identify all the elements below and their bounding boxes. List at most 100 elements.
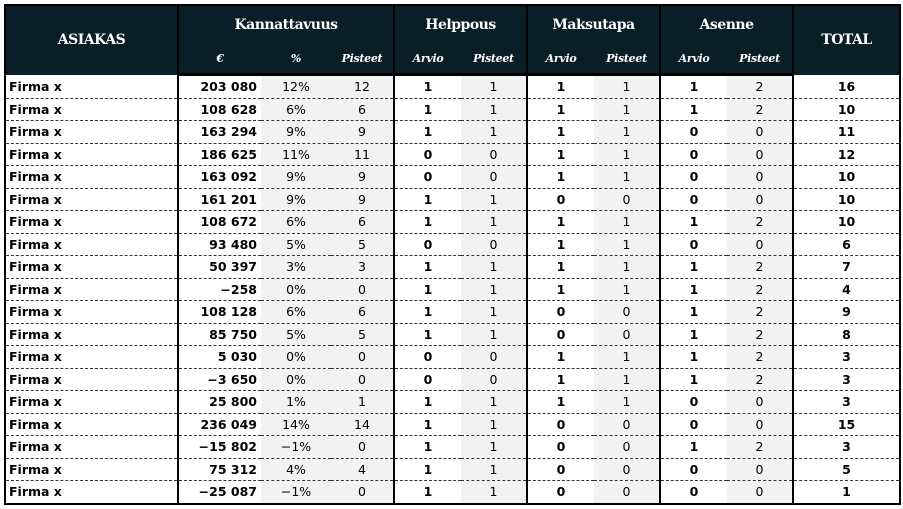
payment-points-cell: 1 xyxy=(594,345,662,369)
ease-rating-cell: 1 xyxy=(394,300,461,324)
profit-points-cell: 4 xyxy=(331,458,395,481)
ease-rating-cell: 1 xyxy=(394,98,461,121)
profit-points-cell: 5 xyxy=(331,233,395,256)
total-cell: 11 xyxy=(793,120,902,144)
customer-name-cell: Firma x xyxy=(4,345,179,369)
payment-rating-cell: 1 xyxy=(527,233,594,256)
profit-eur-cell: −15 802 xyxy=(178,435,261,459)
payment-points-cell: 0 xyxy=(594,323,662,346)
profit-pct-cell: 9% xyxy=(261,120,331,144)
payment-rating-cell: 1 xyxy=(527,210,594,234)
attitude-points-cell: 2 xyxy=(727,210,795,234)
ease-rating-cell: 0 xyxy=(394,233,461,256)
payment-rating-cell: 1 xyxy=(527,74,594,99)
customer-name-cell: Firma x xyxy=(4,165,179,189)
table-row: Firma x 25 800 1% 1 1 1 1 1 0 0 3 xyxy=(4,390,902,414)
profit-eur-cell: 163 092 xyxy=(178,165,261,189)
attitude-rating-cell: 0 xyxy=(660,233,728,256)
payment-points-cell: 1 xyxy=(594,368,662,391)
customer-name-cell: Firma x xyxy=(4,210,179,234)
ease-rating-cell: 1 xyxy=(394,413,461,436)
payment-rating-cell: 0 xyxy=(527,300,594,324)
payment-rating-cell: 0 xyxy=(527,435,594,459)
table-row: Firma x −25 087 −1% 0 1 1 0 0 0 0 1 xyxy=(4,480,902,505)
attitude-points-cell: 0 xyxy=(727,480,795,505)
total-cell: 10 xyxy=(793,98,902,121)
customer-name-cell: Firma x xyxy=(4,323,179,346)
table-row: Firma x 236 049 14% 14 1 1 0 0 0 0 15 xyxy=(4,413,902,436)
ease-rating-cell: 1 xyxy=(394,210,461,234)
customer-name-cell: Firma x xyxy=(4,278,179,301)
table-row: Firma x −3 650 0% 0 0 0 1 1 1 2 3 xyxy=(4,368,902,391)
profit-points-cell: 1 xyxy=(331,390,395,414)
payment-points-cell: 0 xyxy=(594,300,662,324)
profit-eur-cell: 203 080 xyxy=(178,74,261,99)
profit-points-cell: 9 xyxy=(331,165,395,189)
total-cell: 10 xyxy=(793,210,902,234)
ease-rating-cell: 1 xyxy=(394,74,461,99)
attitude-rating-cell: 0 xyxy=(660,120,728,144)
total-cell: 9 xyxy=(793,300,902,324)
total-cell: 12 xyxy=(793,143,902,166)
table-row: Firma x 93 480 5% 5 0 0 1 1 0 0 6 xyxy=(4,233,902,256)
total-cell: 4 xyxy=(793,278,902,301)
customer-name-cell: Firma x xyxy=(4,98,179,121)
table-body: Firma x 203 080 12% 12 1 1 1 1 1 2 16 Firma x 108 62… xyxy=(4,74,902,505)
profit-points-cell: 0 xyxy=(331,345,395,369)
profit-pct-cell: 9% xyxy=(261,165,331,189)
profit-eur-cell: 161 201 xyxy=(178,188,261,211)
attitude-points-cell: 2 xyxy=(727,300,795,324)
ease-points-cell: 1 xyxy=(461,413,528,436)
total-cell: 3 xyxy=(793,390,902,414)
attitude-points-cell: 0 xyxy=(727,143,795,166)
payment-rating-cell: 0 xyxy=(527,458,594,481)
profit-points-cell: 14 xyxy=(331,413,395,436)
table-row: Firma x 186 625 11% 11 0 0 1 1 0 0 12 xyxy=(4,143,902,166)
total-cell: 8 xyxy=(793,323,902,346)
table-row: Firma x 163 294 9% 9 1 1 1 1 0 0 11 xyxy=(4,120,902,144)
attitude-points-cell: 0 xyxy=(727,120,795,144)
total-cell: 1 xyxy=(793,480,902,505)
payment-points-cell: 1 xyxy=(594,255,662,279)
profit-pct-cell: 5% xyxy=(261,323,331,346)
total-cell: 7 xyxy=(793,255,902,279)
payment-rating-cell: 0 xyxy=(527,323,594,346)
table-header: ASIAKAS Kannattavuus Helppous Maksutapa … xyxy=(4,4,902,76)
payment-points-cell: 1 xyxy=(594,120,662,144)
attitude-rating-cell: 0 xyxy=(660,390,728,414)
attitude-points-cell: 2 xyxy=(727,255,795,279)
table-row: Firma x 203 080 12% 12 1 1 1 1 1 2 16 xyxy=(4,74,902,99)
profit-eur-cell: 163 294 xyxy=(178,120,261,144)
payment-rating-cell: 1 xyxy=(527,98,594,121)
attitude-rating-cell: 1 xyxy=(660,368,728,391)
ease-rating-cell: 0 xyxy=(394,345,461,369)
ease-points-cell: 1 xyxy=(461,300,528,324)
customer-name-cell: Firma x xyxy=(4,143,179,166)
payment-points-cell: 1 xyxy=(594,278,662,301)
customer-name-cell: Firma x xyxy=(4,233,179,256)
profit-points-cell: 9 xyxy=(331,120,395,144)
profit-pct-cell: 6% xyxy=(261,98,331,121)
attitude-points-cell: 0 xyxy=(727,233,795,256)
attitude-rating-cell: 0 xyxy=(660,143,728,166)
ease-points-cell: 1 xyxy=(461,210,528,234)
total-cell: 3 xyxy=(793,368,902,391)
payment-points-cell: 1 xyxy=(594,233,662,256)
customer-name-cell: Firma x xyxy=(4,368,179,391)
ease-rating-cell: 1 xyxy=(394,435,461,459)
customer-name-cell: Firma x xyxy=(4,480,179,505)
customer-name-cell: Firma x xyxy=(4,188,179,211)
profit-pct-cell: 0% xyxy=(261,278,331,301)
profit-pct-cell: 4% xyxy=(261,458,331,481)
profit-eur-cell: 108 672 xyxy=(178,210,261,234)
subheader-asenne-pisteet: Pisteet xyxy=(727,44,795,76)
ease-rating-cell: 0 xyxy=(394,143,461,166)
profit-eur-cell: 186 625 xyxy=(178,143,261,166)
payment-points-cell: 1 xyxy=(594,165,662,189)
profit-eur-cell: 108 128 xyxy=(178,300,261,324)
table-row: Firma x 75 312 4% 4 1 1 0 0 0 0 5 xyxy=(4,458,902,481)
attitude-rating-cell: 0 xyxy=(660,165,728,189)
attitude-rating-cell: 0 xyxy=(660,458,728,481)
profit-pct-cell: 11% xyxy=(261,143,331,166)
